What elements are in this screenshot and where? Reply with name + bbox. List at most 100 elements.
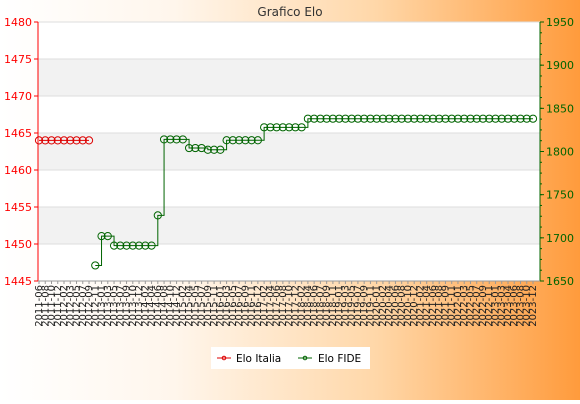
x-tick-label: 2012-11 bbox=[90, 285, 101, 327]
x-tick-label: 2012-05 bbox=[72, 285, 83, 327]
data-point-elo-italia bbox=[59, 136, 69, 145]
data-point-elo-fide bbox=[241, 136, 250, 145]
data-point-elo-fide bbox=[103, 232, 112, 241]
x-tick-label: 2016-09 bbox=[240, 285, 251, 327]
legend: Elo Italia Elo FIDE bbox=[211, 347, 370, 369]
x-tick-label: 2017-06 bbox=[272, 285, 283, 327]
data-point-elo-fide bbox=[385, 114, 394, 123]
x-tick-label: 2011-06 bbox=[34, 285, 45, 327]
data-point-elo-fide bbox=[260, 123, 269, 132]
x-tick-label: 2015-09 bbox=[203, 285, 214, 327]
x-tick-label: 2020-08 bbox=[397, 285, 408, 327]
data-point-elo-fide bbox=[416, 114, 425, 123]
data-point-elo-italia bbox=[34, 136, 44, 145]
data-point-elo-fide bbox=[328, 114, 337, 123]
x-tick-label: 2020-06 bbox=[390, 285, 401, 327]
left-tick-label: 1480 bbox=[4, 16, 32, 29]
x-tick-label: 2016-01 bbox=[215, 285, 226, 327]
x-tick-label: 2019-11 bbox=[365, 285, 376, 327]
x-tick-label: 2021-06 bbox=[428, 285, 439, 327]
data-point-elo-fide bbox=[203, 145, 212, 154]
data-point-elo-fide bbox=[209, 145, 219, 154]
data-point-elo-fide bbox=[128, 241, 137, 250]
data-point-elo-fide bbox=[147, 241, 156, 250]
left-tick-label: 1450 bbox=[4, 238, 32, 251]
data-point-elo-fide bbox=[516, 114, 525, 123]
legend-label-elo-italia: Elo Italia bbox=[236, 353, 281, 365]
data-point-elo-fide bbox=[353, 114, 363, 123]
data-point-elo-italia bbox=[78, 136, 87, 145]
x-tick-label: 2022-07 bbox=[472, 285, 483, 327]
data-point-elo-fide bbox=[266, 123, 275, 132]
data-point-elo-fide bbox=[172, 135, 181, 144]
x-tick-label: 2011-08 bbox=[40, 285, 51, 327]
legend-label-elo-fide: Elo FIDE bbox=[318, 353, 361, 365]
data-point-elo-fide bbox=[397, 114, 406, 123]
right-tick-label: 1850 bbox=[546, 102, 574, 115]
x-tick-label: 2013-01 bbox=[97, 285, 108, 327]
grid-band bbox=[38, 133, 540, 170]
data-point-elo-fide bbox=[360, 114, 369, 123]
data-point-elo-fide bbox=[159, 135, 169, 144]
data-point-elo-fide bbox=[528, 114, 538, 123]
left-tick-label: 1455 bbox=[4, 201, 32, 214]
left-tick-label: 1475 bbox=[4, 53, 32, 66]
x-tick-label: 2017-04 bbox=[265, 285, 276, 327]
x-tick-label: 2019-03 bbox=[340, 285, 351, 327]
x-tick-label: 2022-05 bbox=[465, 285, 476, 327]
x-tick-label: 2015-05 bbox=[190, 285, 201, 327]
x-tick-label: 2012-03 bbox=[65, 285, 76, 327]
data-point-elo-fide bbox=[191, 143, 200, 153]
x-tick-label: 2015-04 bbox=[184, 285, 195, 327]
data-point-elo-fide bbox=[347, 114, 356, 123]
x-tick-label: 2018-07 bbox=[315, 285, 326, 327]
data-point-elo-italia bbox=[41, 136, 50, 145]
x-tick-label: 2019-07 bbox=[353, 285, 364, 327]
x-tick-label: 2011-12 bbox=[53, 285, 64, 327]
left-tick-label: 1470 bbox=[4, 90, 32, 103]
x-tick-label: 2020-02 bbox=[378, 285, 389, 327]
right-tick-label: 1900 bbox=[546, 59, 574, 72]
data-point-elo-fide bbox=[97, 232, 106, 241]
x-tick-label: 2018-09 bbox=[322, 285, 333, 327]
right-tick-label: 1800 bbox=[546, 146, 574, 159]
grid-band bbox=[38, 59, 540, 96]
x-tick-label: 2016-12 bbox=[253, 285, 264, 327]
x-tick-label: 2022-11 bbox=[484, 285, 495, 327]
data-point-elo-fide bbox=[91, 261, 100, 270]
chart-title: Grafico Elo bbox=[257, 5, 322, 19]
x-tick-label: 2014-08 bbox=[159, 285, 170, 327]
data-point-elo-fide bbox=[372, 114, 381, 123]
data-point-elo-fide bbox=[491, 114, 500, 123]
right-tick-label: 1650 bbox=[546, 275, 574, 288]
data-point-elo-fide bbox=[253, 136, 262, 145]
data-point-elo-fide bbox=[366, 114, 375, 123]
x-tick-label: 2019-05 bbox=[347, 285, 358, 327]
x-tick-label: 2013-07 bbox=[115, 285, 126, 327]
data-point-elo-italia bbox=[84, 136, 94, 145]
right-tick-label: 1750 bbox=[546, 189, 574, 202]
x-tick-label: 2023-04 bbox=[503, 285, 514, 327]
x-tick-label: 2017-08 bbox=[278, 285, 289, 327]
data-point-elo-fide bbox=[378, 114, 388, 123]
data-point-elo-fide bbox=[441, 114, 450, 123]
data-point-elo-fide bbox=[272, 123, 281, 132]
data-point-elo-fide bbox=[222, 136, 231, 145]
data-point-elo-fide bbox=[478, 114, 488, 123]
x-tick-labels: 2011-062011-082011-102011-122012-022012-… bbox=[34, 281, 539, 327]
x-tick-label: 2014-04 bbox=[147, 285, 158, 327]
data-point-elo-fide bbox=[391, 114, 400, 123]
data-point-elo-fide bbox=[235, 136, 244, 145]
left-tick-label: 1445 bbox=[4, 275, 32, 288]
grid-band bbox=[38, 207, 540, 244]
data-point-elo-fide bbox=[485, 114, 494, 123]
x-tick-label: 2016-03 bbox=[222, 285, 233, 327]
x-tick-label: 2014-02 bbox=[140, 285, 151, 327]
data-point-elo-fide bbox=[166, 135, 175, 144]
x-tick-label: 2012-09 bbox=[84, 285, 95, 327]
x-tick-label: 2017-02 bbox=[259, 285, 270, 327]
x-tick-label: 2023-12 bbox=[528, 285, 539, 327]
x-tick-label: 2020-04 bbox=[384, 285, 395, 327]
x-tick-label: 2015-11 bbox=[209, 285, 220, 327]
